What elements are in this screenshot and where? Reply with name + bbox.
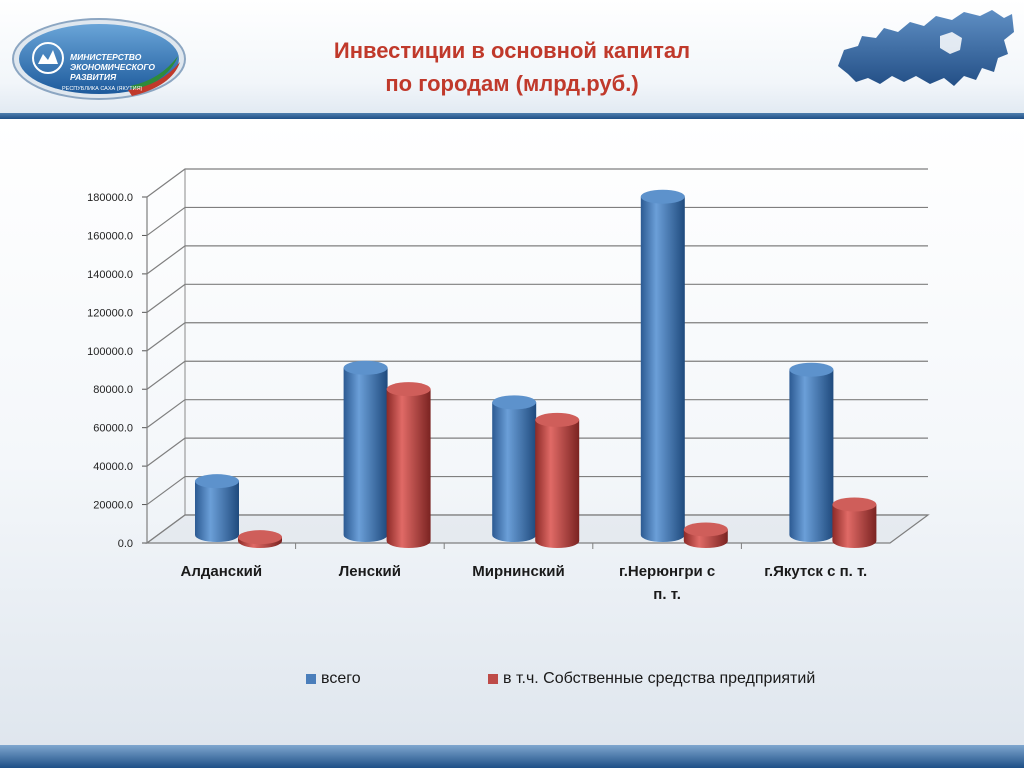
logo-text-line-2: Экономического (70, 62, 156, 72)
russia-map-icon (838, 10, 1014, 86)
bar-total (343, 360, 388, 542)
gridline (146, 168, 928, 198)
legend-label-series-2: в т.ч. Собственные средства предприятий (503, 670, 816, 687)
bar-body (195, 481, 239, 542)
bar-body (789, 369, 834, 542)
legend-swatch-series-2 (488, 674, 498, 684)
bar-body (832, 504, 877, 549)
bar-body (343, 367, 388, 542)
x-axis-labels: Алданский Ленский Мирнинский г.Нерюнгри с п.… (181, 563, 868, 603)
bar-total (492, 395, 537, 542)
bar-top (238, 530, 282, 545)
y-tick-label: 160000.0 (87, 230, 133, 242)
bar-top (640, 189, 685, 204)
y-tick-label: 100000.0 (87, 346, 133, 358)
bar-top (343, 360, 388, 375)
bar-body (535, 419, 580, 549)
logo-subtitle: РЕСПУБЛИКА САХА (ЯКУТИЯ) (62, 86, 143, 92)
bar-own-funds (238, 530, 282, 548)
bar-own-funds (535, 412, 580, 549)
y-tick-label: 40000.0 (93, 461, 133, 473)
bar-total (789, 362, 834, 542)
x-tick-label: Алданский (181, 563, 263, 580)
bar-body (492, 402, 537, 542)
legend-item-series-1: всего (306, 669, 361, 689)
x-tick-label: г.Якутск с п. т. (764, 563, 867, 580)
slide-title: Инвестиции в основной капитал по городам… (240, 34, 784, 100)
ministry-logo: Министерство Экономического Развития РЕС… (10, 16, 188, 102)
bar-body (640, 196, 685, 542)
logo-text-line-1: Министерство (70, 52, 142, 62)
y-tick-label: 120000.0 (87, 307, 133, 319)
y-tick-label: 140000.0 (87, 269, 133, 281)
gridline (146, 322, 928, 352)
logo-text-line-3: Развития (70, 72, 117, 82)
legend-label-series-1: всего (321, 670, 361, 687)
bar-top (386, 382, 431, 397)
legend-item-series-2: в т.ч. Собственные средства предприятий (488, 669, 815, 689)
footer-band (0, 745, 1024, 768)
bar-own-funds (832, 497, 877, 549)
y-tick-label: 20000.0 (93, 500, 133, 512)
y-tick-label: 80000.0 (93, 384, 133, 396)
logo-text: Министерство Экономического Развития (70, 52, 180, 82)
header-divider (0, 113, 1024, 119)
chart-bars (195, 189, 877, 549)
bar-body (386, 389, 431, 549)
y-axis: 0.0 20000.0 40000.0 60000.0 80000.0 100000.0 1… (87, 192, 742, 550)
bar-total (640, 189, 685, 542)
legend-swatch-series-1 (306, 674, 316, 684)
y-tick-label: 60000.0 (93, 423, 133, 435)
bar-top (492, 395, 537, 410)
bar-top (832, 497, 877, 512)
gridline (146, 245, 928, 275)
y-tick-label: 0.0 (118, 538, 133, 550)
x-tick-label: Ленский (339, 563, 401, 580)
bar-total (195, 474, 239, 542)
bar-top (535, 412, 580, 427)
gridline (146, 206, 928, 236)
x-tick-label: п. т. (653, 586, 681, 603)
gridline (146, 283, 928, 313)
russia-map (832, 6, 1018, 100)
title-line-2: по городам (млрд.руб.) (385, 71, 639, 96)
x-tick-label: Мирнинский (472, 563, 565, 580)
bar-top (683, 522, 728, 537)
ministry-emblem-icon (12, 18, 186, 100)
bar-top (789, 362, 834, 377)
bar-top (195, 474, 239, 489)
x-tick-label: г.Нерюнгри с (619, 563, 715, 580)
title-line-1: Инвестиции в основной капитал (333, 38, 691, 63)
y-tick-label: 180000.0 (87, 192, 133, 204)
bar-own-funds (683, 522, 728, 549)
bar-own-funds (386, 382, 431, 549)
